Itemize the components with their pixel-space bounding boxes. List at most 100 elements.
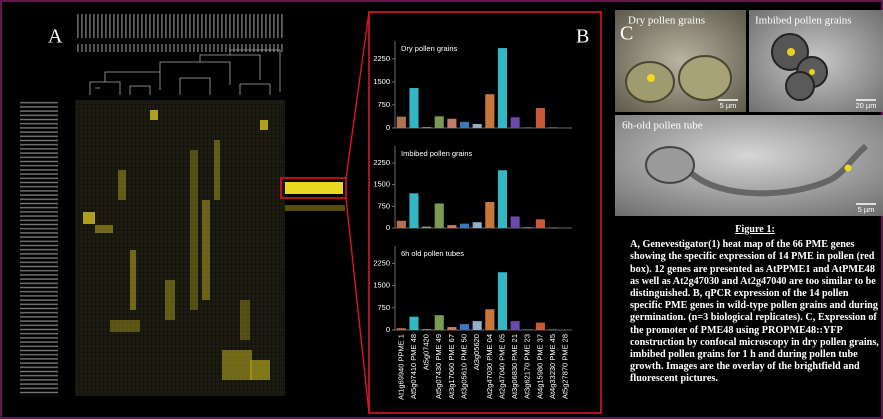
yfp-signal: [844, 164, 852, 172]
y-tick-label: 1500: [373, 180, 390, 189]
bar: [485, 94, 495, 128]
x-tick-label: At3g05620: [472, 334, 481, 370]
y-tick-label: 0: [386, 325, 390, 334]
pollen-grain: [678, 55, 732, 101]
x-tick-label: At3g05610 PME 50: [460, 334, 469, 399]
bar: [422, 127, 432, 128]
x-tick-label: At3g06830 PME 21: [510, 334, 519, 399]
chart-title: Dry pollen grains: [401, 44, 458, 53]
x-tick-label: At3g17060 PME 67: [447, 334, 456, 399]
pollen-row: [285, 182, 343, 194]
bar: [472, 222, 482, 228]
caption: Figure 1: A, Genevestigator(1) heat map …: [630, 224, 880, 386]
column-labels: [75, 14, 285, 52]
red-box: [280, 177, 347, 199]
x-tick-label: At5g07410 PME 48: [409, 334, 418, 399]
y-tick-label: 2250: [373, 158, 390, 167]
scale-label: 5 µm: [858, 205, 875, 214]
panel-b-box: [368, 11, 602, 414]
bar: [472, 321, 482, 330]
zoom-line: [345, 11, 370, 179]
bar: [434, 203, 444, 228]
x-tick-label: At5g07420: [422, 334, 431, 370]
micrograph-label: Imbibed pollen grains: [755, 15, 852, 27]
x-tick-label: At5g07430 PME 49: [434, 334, 443, 399]
y-tick-label: 1500: [373, 281, 390, 290]
bar: [409, 88, 419, 128]
heatmap-highlights: [83, 110, 345, 380]
pollen-grain: [625, 61, 675, 103]
bar: [422, 329, 432, 330]
y-tick-label: 750: [377, 201, 390, 210]
bar: [497, 48, 508, 128]
bar: [459, 121, 470, 128]
pollen-grain: [785, 71, 815, 101]
pollen-tube: [687, 143, 868, 197]
caption-text: A, Genevestigator(1) heat map of the 66 …: [630, 239, 879, 385]
bar: [535, 108, 545, 128]
panel-label: C: [620, 23, 633, 45]
bar: [459, 223, 470, 228]
bar: [535, 322, 545, 330]
bar: [548, 127, 558, 128]
y-tick-label: 0: [386, 123, 390, 132]
bar: [510, 216, 520, 228]
bar: [548, 329, 558, 330]
bar: [510, 321, 520, 330]
dendrogram: [89, 49, 281, 95]
panel-label: B: [576, 26, 589, 48]
bar: [485, 202, 495, 228]
bar: [510, 117, 520, 128]
bar: [409, 193, 419, 228]
x-tick-label: At2g47030 PME 04: [485, 334, 494, 399]
x-tick-label: At3g62170 PME 23: [523, 334, 532, 399]
bar: [472, 124, 482, 128]
bar: [523, 127, 533, 128]
bar: [447, 225, 457, 228]
y-tick-label: 750: [377, 100, 390, 109]
x-tick-label: At1g69940 PPME 1: [396, 334, 405, 400]
bar: [523, 329, 533, 330]
heatmap: [75, 100, 285, 396]
micrograph-label: Dry pollen grains: [628, 15, 705, 27]
bar: [434, 315, 444, 330]
x-tick-label: At4g33230 PME 45: [548, 334, 557, 399]
scale-label: 5 µm: [720, 101, 737, 110]
bar: [422, 226, 432, 228]
yfp-signal: [809, 69, 815, 75]
bar: [497, 272, 508, 330]
zoom-line: [345, 197, 370, 414]
scale-label: 20 µm: [856, 101, 877, 110]
y-tick-label: 2250: [373, 54, 390, 63]
bar: [396, 328, 406, 330]
charts: 0 750 1500 2250 Dry pollen grains 0 750 1500 225…: [373, 41, 572, 400]
x-tick-label: At4g15980 PME 37: [535, 334, 544, 399]
bar: [523, 227, 533, 228]
bar: [409, 316, 419, 330]
bar: [396, 116, 406, 128]
bar: [447, 118, 457, 128]
y-tick-label: 0: [386, 223, 390, 232]
bar: [459, 324, 470, 330]
x-tick-label: At2g47040 PME 05: [497, 334, 506, 399]
y-tick-label: 2250: [373, 258, 390, 267]
bar: [434, 116, 444, 128]
y-tick-label: 750: [377, 303, 390, 312]
bar: [548, 227, 558, 228]
x-tick-label: At5g27870 PME 28: [561, 334, 570, 399]
row-labels: [15, 100, 75, 396]
micrograph-label: 6h-old pollen tube: [622, 120, 703, 132]
chart-title: 6h old pollen tubes: [401, 249, 464, 258]
pollen-grain: [645, 146, 695, 184]
panel-label: A: [48, 26, 63, 48]
chart-title: Imbibed pollen grains: [401, 149, 473, 158]
yfp-signal: [787, 48, 795, 56]
bar: [485, 309, 495, 330]
caption-title: Figure 1:: [735, 224, 775, 235]
yfp-signal: [647, 74, 655, 82]
bar: [447, 327, 457, 330]
bar: [535, 219, 545, 228]
bar: [396, 220, 406, 228]
